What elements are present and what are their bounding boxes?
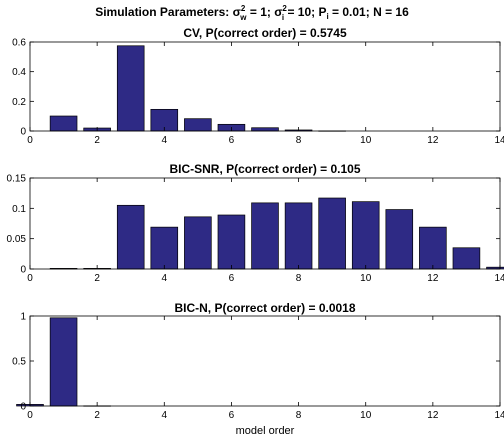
bar-cv-order-3: [116, 45, 145, 132]
bar-bic-n-order-1: [49, 317, 78, 407]
bar-bic-snr-order-6: [217, 214, 246, 270]
x-tick-label: 8: [296, 273, 302, 284]
panel-bic-snr: BIC-SNR, P(correct order) = 0.105 0 2 4 6 8 10…: [7, 162, 504, 284]
x-tick-label: 2: [94, 273, 100, 284]
x-tick-label: 12: [427, 135, 439, 146]
bar-bic-snr-order-7: [251, 202, 279, 270]
y-tick-label: 0.5: [12, 357, 26, 368]
x-tick-label: 0: [27, 410, 33, 421]
bar-bic-snr-order-3: [116, 204, 145, 270]
x-tick-label: 10: [360, 135, 372, 146]
bar-bic-snr-order-5: [184, 216, 212, 270]
panel-title: BIC-SNR, P(correct order) = 0.105: [169, 162, 360, 176]
bar-bic-snr-order-8: [284, 202, 313, 270]
y-tick-label: 0.2: [12, 97, 26, 108]
axes-box: [29, 177, 501, 270]
bar-bic-snr-order-11: [385, 209, 414, 270]
y-tick-label: 0: [20, 402, 26, 413]
x-tick-label: 4: [162, 135, 168, 146]
x-tick-label: 10: [360, 273, 372, 284]
x-tick-label: 6: [229, 135, 235, 146]
y-tick-label: 0.15: [7, 174, 27, 185]
bar-cv-order-5: [184, 118, 212, 132]
x-tick-label: 4: [162, 410, 168, 421]
x-tick-label: 2: [94, 410, 100, 421]
x-tick-label: 12: [427, 410, 439, 421]
bar-cv-order-7: [251, 127, 279, 132]
bar-bic-snr-order-10: [351, 201, 380, 270]
panel-cv: CV, P(correct order) = 0.5745 0 2 4 6 8 10 12 14…: [12, 26, 504, 146]
x-tick-label: 14: [494, 410, 504, 421]
bar-bic-snr-order-12: [419, 226, 447, 270]
y-tick-label: 0: [20, 265, 26, 276]
bar-cv-order-1: [49, 115, 78, 132]
x-tick-label: 8: [296, 410, 302, 421]
axes-box: [29, 315, 501, 407]
x-tick-label: 2: [94, 135, 100, 146]
x-tick-label: 14: [494, 135, 504, 146]
axes-box: [29, 41, 501, 132]
y-tick-label: 0: [20, 127, 26, 138]
y-tick-label: 1: [20, 312, 26, 323]
x-tick-label: 8: [296, 135, 302, 146]
x-tick-label: 14: [494, 273, 504, 284]
x-tick-label: 4: [162, 273, 168, 284]
x-tick-label: 12: [427, 273, 439, 284]
panel-title: CV, P(correct order) = 0.5745: [183, 26, 347, 40]
x-axis-label: model order: [236, 425, 295, 437]
bar-bic-snr-order-9: [318, 197, 346, 270]
x-tick-label: 6: [229, 273, 235, 284]
y-tick-label: 0.05: [7, 234, 27, 245]
bar-bic-snr-order-13: [452, 247, 481, 270]
y-tick-label: 0.6: [12, 38, 26, 49]
x-tick-label: 0: [27, 135, 33, 146]
panel-title: BIC-N, P(correct order) = 0.0018: [174, 301, 355, 315]
x-tick-label: 10: [360, 410, 372, 421]
x-tick-label: 0: [27, 273, 33, 284]
x-tick-label: 6: [229, 410, 235, 421]
bar-bic-snr-order-4: [150, 226, 179, 270]
figure-suptitle: Simulation Parameters: σ2 w = 1; σ2 i = 10…: [95, 4, 409, 22]
y-tick-label: 0.1: [12, 204, 26, 215]
y-tick-label: 0.4: [12, 67, 26, 78]
